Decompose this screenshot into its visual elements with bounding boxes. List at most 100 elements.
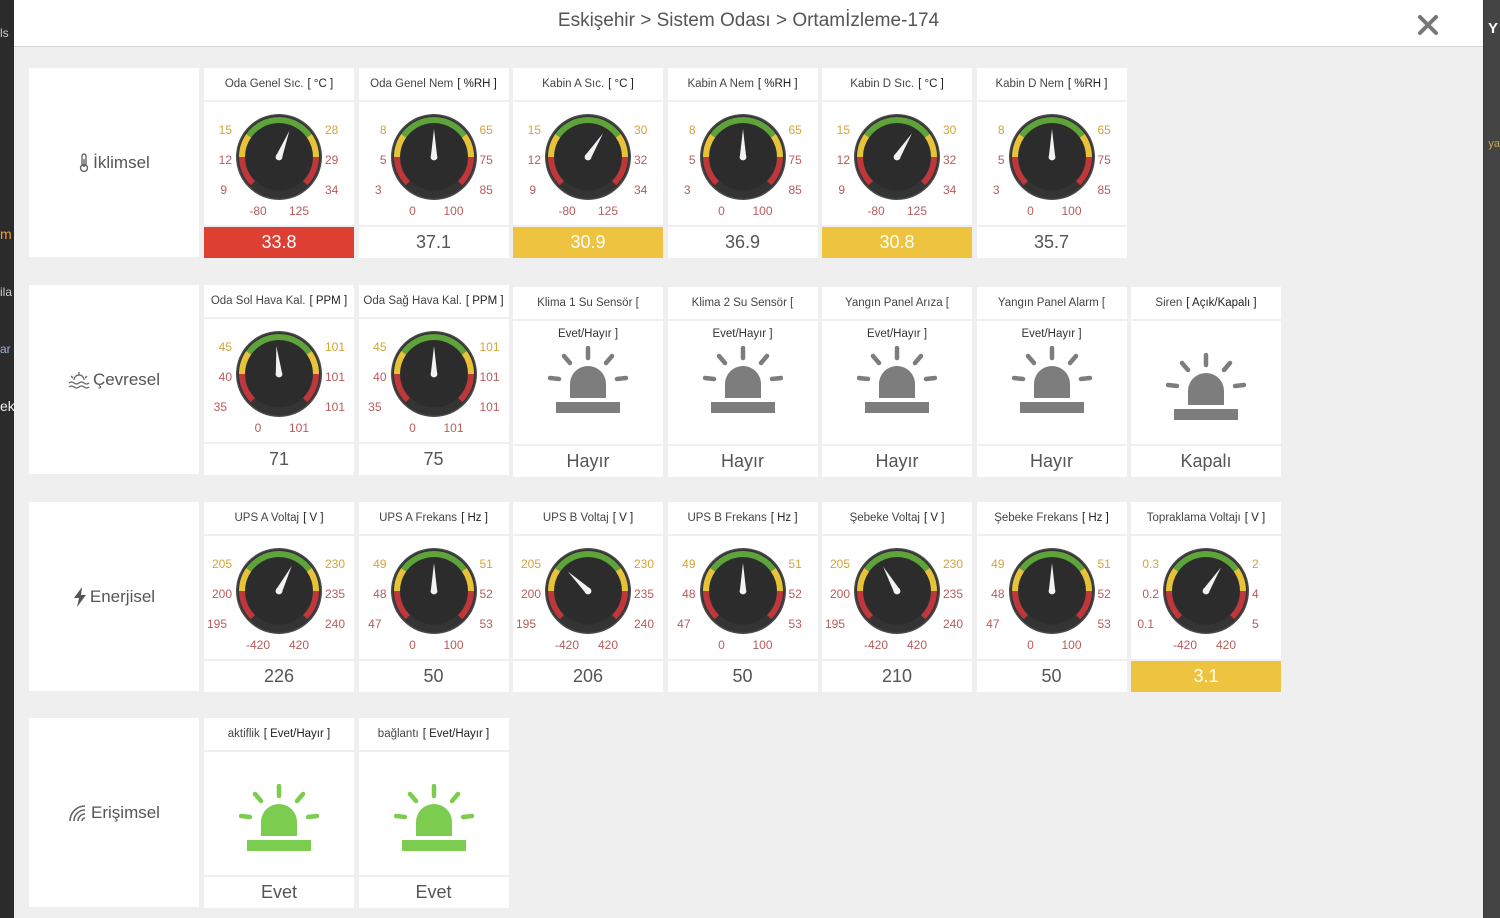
gauge-left-threshold: 45 bbox=[373, 340, 387, 354]
card-body: 8 5 3 65 75 85 0 100 bbox=[667, 102, 818, 225]
gauge-dial bbox=[854, 548, 940, 634]
gauge-card[interactable]: Oda Sağ Hava Kal.[ PPM ] 45 40 35 101 101 101 0… bbox=[358, 285, 509, 475]
gauge-min: -80 bbox=[249, 204, 267, 218]
gauge-right-threshold: 52 bbox=[1097, 587, 1111, 601]
card-title: Şebeke Voltaj[ V ] bbox=[822, 502, 972, 534]
bg-fragment: ar bbox=[0, 342, 11, 356]
gauge-right-threshold: 5 bbox=[1252, 617, 1259, 631]
gauge-right-threshold: 235 bbox=[943, 587, 964, 601]
category-label-box: Enerjisel bbox=[29, 502, 199, 691]
card-body: 205 200 195 230 235 240 -420 420 bbox=[822, 536, 972, 659]
gauge-max: 100 bbox=[443, 638, 464, 652]
gauge-left-threshold: 40 bbox=[218, 370, 232, 384]
gauge-card[interactable]: Şebeke Frekans[ Hz ] 49 48 47 51 52 53 0 100 50 bbox=[976, 502, 1127, 692]
category-row: Çevresel Oda Sol Hava Kal.[ PPM ] 45 40 35 10… bbox=[29, 285, 1289, 477]
card-body: 205 200 195 230 235 240 -420 420 bbox=[204, 536, 354, 659]
gauge-max: 100 bbox=[443, 204, 464, 218]
card-value: Evet bbox=[358, 877, 509, 908]
gauge-right-threshold: 65 bbox=[788, 123, 802, 137]
gauge-max: 100 bbox=[752, 204, 773, 218]
gauge-left-threshold: 45 bbox=[218, 340, 232, 354]
card-title-continued: Evet/Hayır ] bbox=[866, 328, 928, 340]
category-label-wrap: Erişimsel bbox=[68, 803, 160, 823]
gauge-card[interactable]: Oda Sol Hava Kal.[ PPM ] 45 40 35 101 101 101 0… bbox=[204, 285, 354, 475]
alarm-card[interactable]: Yangın Panel Arıza [Evet/Hayır ] Hayır bbox=[822, 287, 972, 477]
card-value: 30.9 bbox=[513, 227, 663, 258]
gauge-left-threshold: 35 bbox=[213, 400, 227, 414]
gauge-right-threshold: 101 bbox=[479, 400, 500, 414]
gauge-max: 100 bbox=[1061, 204, 1082, 218]
gauge-dial bbox=[236, 331, 322, 417]
bg-fragment: ila bbox=[0, 285, 13, 299]
card-body: 205 200 195 230 235 240 -420 420 bbox=[513, 536, 663, 659]
card-title-text: Şebeke Voltaj bbox=[849, 512, 920, 524]
category-label-wrap: Enerjisel bbox=[73, 586, 155, 607]
card-title-text: Klima 1 Su Sensör [ bbox=[537, 297, 639, 309]
alarm-card[interactable]: Siren[ Açık/Kapalı ] Kapalı bbox=[1131, 287, 1281, 477]
card-title-text: UPS A Voltaj bbox=[234, 512, 300, 524]
card-unit: [ %RH ] bbox=[457, 78, 497, 90]
gauge-left-threshold: 40 bbox=[373, 370, 387, 384]
gauge-card[interactable]: UPS A Voltaj[ V ] 205 200 195 230 235 240 -420 4… bbox=[204, 502, 354, 692]
alarm-card[interactable]: Yangın Panel Alarm [Evet/Hayır ] Hayır bbox=[976, 287, 1127, 477]
gauge-card[interactable]: UPS B Voltaj[ V ] 205 200 195 230 235 240 -420 4… bbox=[513, 502, 663, 692]
gauge-left-threshold: 48 bbox=[373, 587, 387, 601]
card-value: Hayır bbox=[822, 446, 972, 477]
alarm-card[interactable]: aktiflik[ Evet/Hayır ] Evet bbox=[204, 718, 354, 908]
gauge-right-threshold: 29 bbox=[325, 153, 339, 167]
card-unit: [ °C ] bbox=[608, 78, 634, 90]
gauge-right-threshold: 30 bbox=[943, 123, 957, 137]
gauge-dial bbox=[854, 114, 940, 200]
category-label-wrap: İklimsel bbox=[78, 153, 150, 173]
gauge-needle bbox=[585, 133, 604, 159]
card-title-text: Kabin D Sıc. bbox=[850, 78, 915, 90]
alarm-card[interactable]: Klima 1 Su Sensör [Evet/Hayır ] Hayır bbox=[513, 287, 663, 477]
gauge-card[interactable]: Şebeke Voltaj[ V ] 205 200 195 230 235 240 -420… bbox=[822, 502, 972, 692]
category-label-wrap: Çevresel bbox=[68, 370, 160, 390]
card-body bbox=[204, 752, 354, 875]
card-body: 49 48 47 51 52 53 0 100 bbox=[976, 536, 1127, 659]
gauge-card[interactable]: Topraklama Voltajı[ V ] 0.3 0.2 0.1 2 4 5 -420 4… bbox=[1131, 502, 1281, 692]
card-value: 50 bbox=[976, 661, 1127, 692]
gauge-min: -420 bbox=[1172, 638, 1198, 652]
card-body: 8 5 3 65 75 85 0 100 bbox=[976, 102, 1127, 225]
gauge-card[interactable]: Kabin D Sıc.[ °C ] 15 12 9 30 32 34 -80 125 30.8 bbox=[822, 68, 972, 258]
gauge-min: 0 bbox=[1027, 204, 1034, 218]
card-unit: [ Açık/Kapalı ] bbox=[1186, 297, 1257, 309]
alarm-card[interactable]: Klima 2 Su Sensör [Evet/Hayır ] Hayır bbox=[667, 287, 818, 477]
gauge-card[interactable]: UPS A Frekans[ Hz ] 49 48 47 51 52 53 0 100 50 bbox=[358, 502, 509, 692]
gauge-max: 100 bbox=[1061, 638, 1082, 652]
close-icon bbox=[1418, 15, 1438, 35]
gauge-card[interactable]: Kabin A Sıc.[ °C ] 15 12 9 30 32 34 -80 125 30.9 bbox=[513, 68, 663, 258]
card-value: 206 bbox=[513, 661, 663, 692]
gauge-min: 0 bbox=[1027, 638, 1034, 652]
gauge-card[interactable]: UPS B Frekans[ Hz ] 49 48 47 51 52 53 0 100 50 bbox=[667, 502, 818, 692]
gauge-left-threshold: 49 bbox=[682, 557, 696, 571]
category-label-box: Çevresel bbox=[29, 285, 199, 474]
gauge-card[interactable]: Oda Genel Sıc.[ °C ] 15 12 9 28 29 34 -80 125 33.… bbox=[204, 68, 354, 258]
lightning-icon bbox=[73, 586, 86, 607]
card-title: UPS A Frekans[ Hz ] bbox=[358, 502, 509, 534]
alarm-light-icon bbox=[393, 784, 474, 851]
gauge-right-threshold: 52 bbox=[479, 587, 493, 601]
gauge-left-threshold: 195 bbox=[515, 617, 536, 631]
gauge-left-threshold: 47 bbox=[368, 617, 382, 631]
alarm-card[interactable]: bağlantı[ Evet/Hayır ] Evet bbox=[358, 718, 509, 908]
card-value: 33.8 bbox=[204, 227, 354, 258]
gauge-needle bbox=[894, 133, 913, 159]
gauge-needle bbox=[1203, 567, 1222, 593]
gauge-card[interactable]: Kabin D Nem[ %RH ] 8 5 3 65 75 85 0 100 35.7 bbox=[976, 68, 1127, 258]
card-title-text: Siren bbox=[1155, 297, 1183, 309]
card-title-text: aktiflik bbox=[227, 728, 260, 740]
gauge-right-threshold: 32 bbox=[943, 153, 957, 167]
category-row: Enerjisel UPS A Voltaj[ V ] 205 200 195 230 23… bbox=[29, 502, 1289, 692]
gauge-card[interactable]: Oda Genel Nem[ %RH ] 8 5 3 65 75 85 0 100 37.1 bbox=[358, 68, 509, 258]
card-value: Hayır bbox=[513, 446, 663, 477]
gauge-card[interactable]: Kabin A Nem[ %RH ] 8 5 3 65 75 85 0 100 36.9 bbox=[667, 68, 818, 258]
close-button[interactable] bbox=[1415, 12, 1441, 38]
gauge-left-threshold: 0.2 bbox=[1142, 587, 1159, 601]
gauge-dial bbox=[236, 114, 322, 200]
card-title: Oda Sağ Hava Kal.[ PPM ] bbox=[358, 285, 509, 317]
gauge-min: 0 bbox=[409, 638, 416, 652]
card-title-text: Yangın Panel Alarm [ bbox=[997, 297, 1106, 309]
